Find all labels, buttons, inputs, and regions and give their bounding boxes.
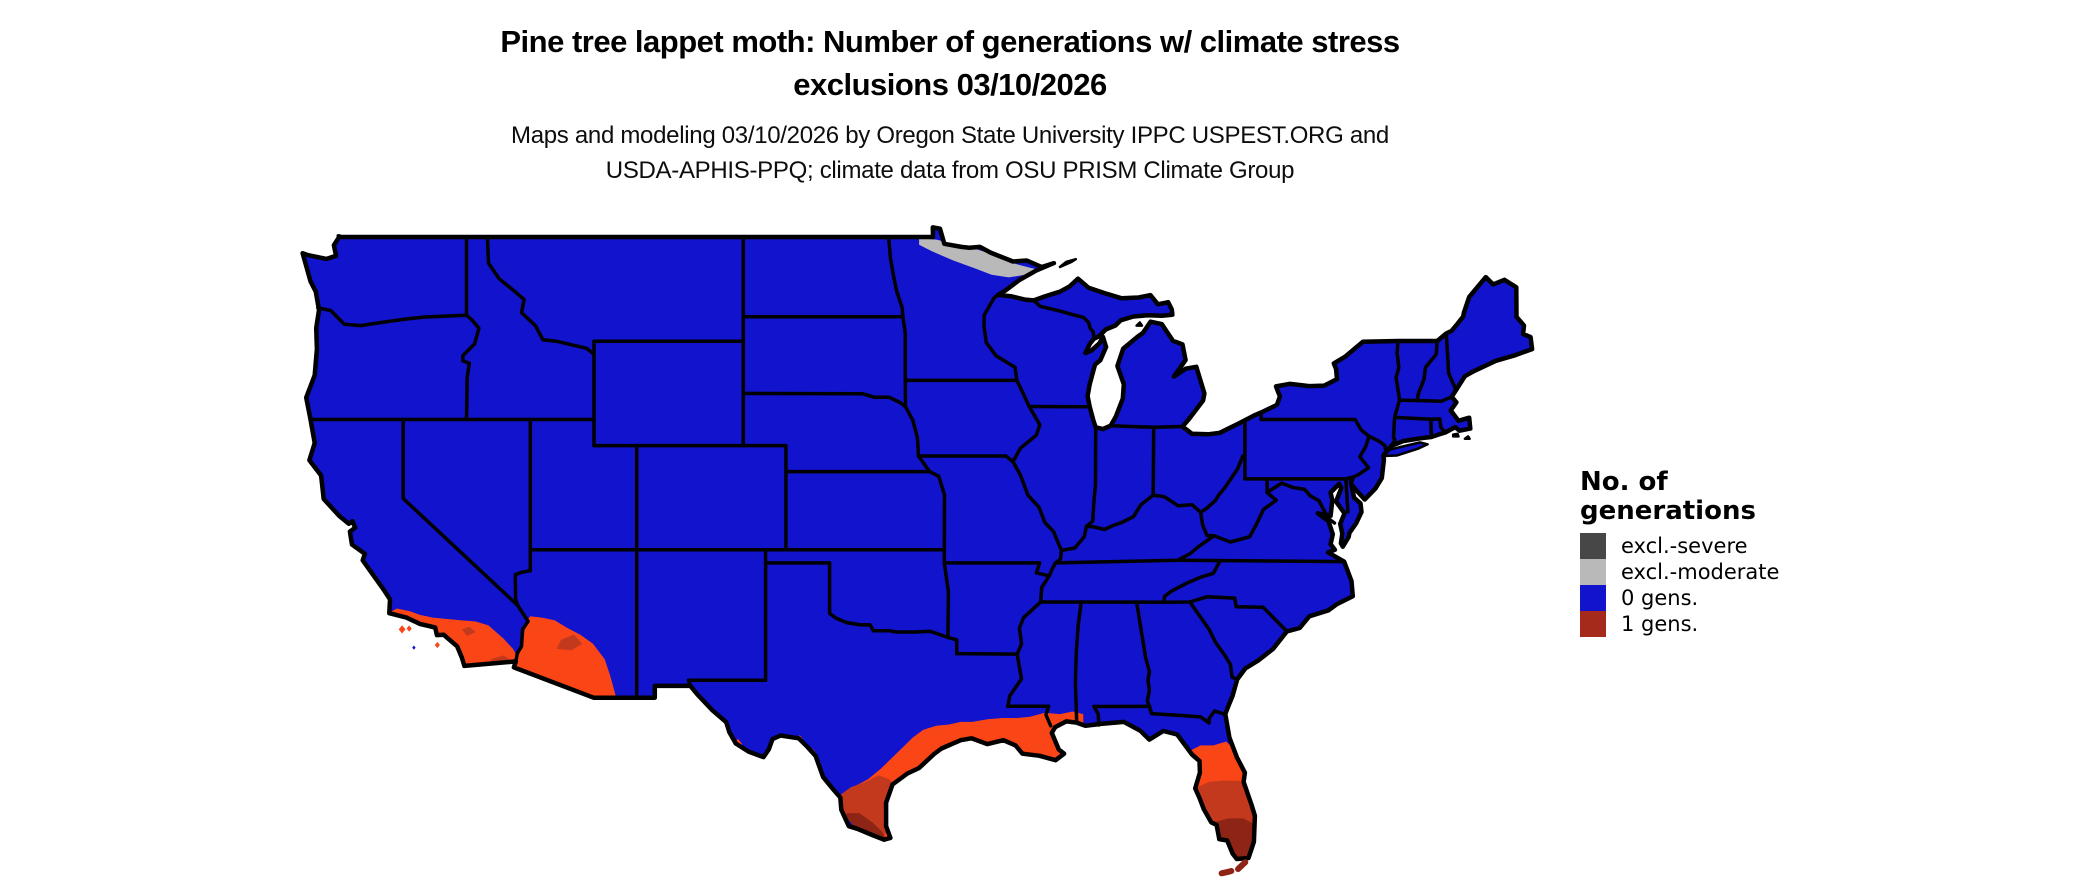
zero-gens-label: 0 gens. [1621,586,1699,610]
one-gens-swatch [1580,611,1606,637]
legend-title-line-1: No. of [1580,467,1668,497]
excl-severe-swatch [1580,533,1606,559]
subtitle: Maps and modeling 03/10/2026 by Oregon S… [0,118,1900,188]
subtitle-line-1: Maps and modeling 03/10/2026 by Oregon S… [511,122,1389,149]
title-line-2: exclusions 03/10/2026 [793,67,1107,102]
us-mainland [302,227,1533,859]
legend-row-excl-severe: excl.-severe [1580,533,1779,559]
title-line-1: Pine tree lappet moth: Number of generat… [500,24,1400,59]
legend-rows: excl.-severe excl.-moderate 0 gens. 1 ge… [1580,533,1779,637]
zero-gens-swatch [1580,585,1606,611]
excl-moderate-swatch [1580,559,1606,585]
excl-severe-label: excl.-severe [1621,534,1748,558]
legend-row-excl-moderate: excl.-moderate [1580,559,1779,585]
state-borders [308,235,1458,728]
excl-moderate-label: excl.-moderate [1621,560,1780,584]
one-gens-label: 1 gens. [1621,612,1699,636]
page-title: Pine tree lappet moth: Number of generat… [0,20,1900,106]
channel-islands [398,625,440,650]
legend-row-0-gens: 0 gens. [1580,585,1779,611]
legend-title-line-2: generations [1580,496,1756,526]
us-coastline [300,225,1535,862]
legend-row-1-gens: 1 gens. [1580,611,1779,637]
florida-keys [1214,859,1249,878]
legend: No. of generations excl.-severe excl.-mo… [1580,468,1779,637]
subtitle-line-2: USDA-APHIS-PPQ; climate data from OSU PR… [605,157,1295,184]
